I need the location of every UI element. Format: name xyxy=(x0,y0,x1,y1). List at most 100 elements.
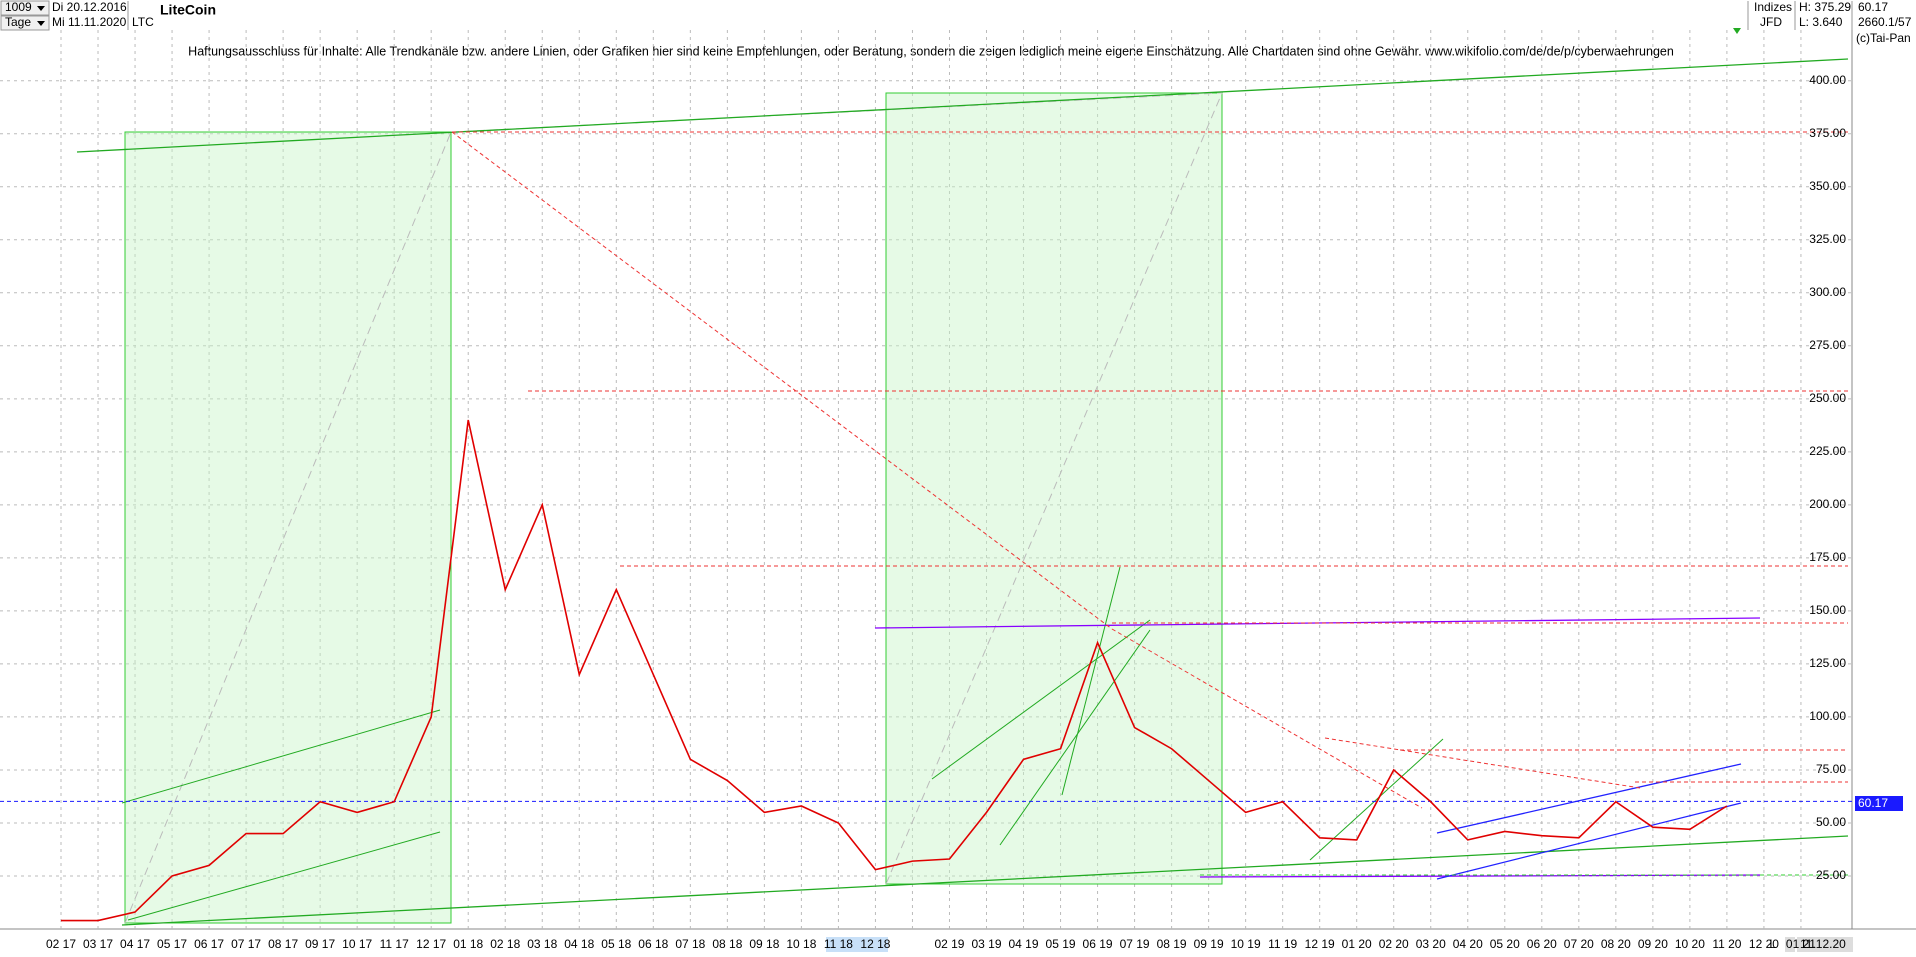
y-tick-label: 300.00 xyxy=(1809,285,1846,299)
x-tick-label: 05 18 xyxy=(601,937,631,951)
y-tick-label: 375.00 xyxy=(1809,126,1846,140)
x-tick-label: 01 21 xyxy=(1786,937,1816,951)
y-tick-label: 400.00 xyxy=(1809,73,1846,87)
x-tick-label: 05 17 xyxy=(157,937,187,951)
trend-line xyxy=(1199,874,1761,878)
x-tick-label: 07 18 xyxy=(675,937,705,951)
broker: JFD xyxy=(1760,15,1782,29)
cursor-date: 11.12.20 xyxy=(1800,937,1846,951)
diagonal xyxy=(450,92,1223,133)
x-tick-label: 09 20 xyxy=(1638,937,1668,951)
trend-line xyxy=(999,629,1151,846)
x-tick-label: 09 18 xyxy=(749,937,779,951)
x-tick-label: 07 19 xyxy=(1120,937,1150,951)
x-tick-label: 05 20 xyxy=(1490,937,1520,951)
x-tick-label: 03 19 xyxy=(971,937,1001,951)
plot xyxy=(0,419,1852,922)
x-tick-label: 08 18 xyxy=(712,937,742,951)
copyright: (c)Tai-Pan xyxy=(1856,31,1911,45)
y-tick-label: 225.00 xyxy=(1809,444,1846,458)
scale-mode: L xyxy=(1769,937,1776,951)
trend-line xyxy=(1436,763,1742,834)
trend-line xyxy=(1061,566,1121,796)
x-tick-label: 10 18 xyxy=(786,937,816,951)
x-tick-label: 11 19 xyxy=(1268,937,1297,951)
period: Tage xyxy=(5,15,31,29)
cursor-box xyxy=(1797,937,1853,952)
dropdown-arrows xyxy=(37,6,45,26)
trend-line xyxy=(76,58,1849,153)
trend-line xyxy=(121,709,441,804)
x-tick-label: 02 17 xyxy=(46,937,76,951)
trend-line xyxy=(1111,628,1423,809)
trend-line xyxy=(451,131,1113,630)
x-tick-label: 04 20 xyxy=(1453,937,1483,951)
x-tick-label: 07 20 xyxy=(1564,937,1594,951)
subtitle: Haftungsausschluss für Inhalte: Alle Tre… xyxy=(188,44,1674,58)
x-tick-label: 06 18 xyxy=(638,937,668,951)
y-tick-label: 75.00 xyxy=(1816,762,1846,776)
symbol: LTC xyxy=(132,15,154,29)
x-tick-label: 06 20 xyxy=(1527,937,1557,951)
x-tick-label: 11 20 xyxy=(1712,937,1741,951)
x-tick-label: 01 20 xyxy=(1342,937,1372,951)
x-tick-label: 08 19 xyxy=(1157,937,1187,951)
y-tick-label: 175.00 xyxy=(1809,550,1846,564)
x-tick-label: 10 19 xyxy=(1231,937,1261,951)
x-tick-label: 03 20 xyxy=(1416,937,1446,951)
bars-box[interactable] xyxy=(0,0,50,16)
start-date: Di 20.12.2016 xyxy=(52,0,127,14)
box xyxy=(124,131,452,924)
x-tick-label: 05 19 xyxy=(1046,937,1076,951)
x-tick-label: 12 20 xyxy=(1749,937,1779,951)
y-tick-label: 150.00 xyxy=(1809,603,1846,617)
last-price-header: 60.17 xyxy=(1858,0,1888,14)
trend-line xyxy=(121,835,1849,926)
x-tick-label: 09 17 xyxy=(305,937,335,951)
x-tick-label: 12 17 xyxy=(416,937,446,951)
x-tick-label: 11 17 xyxy=(380,937,409,951)
x-tick-label: 10 17 xyxy=(342,937,372,951)
price-line xyxy=(61,419,1728,922)
low: L: 3.640 xyxy=(1799,15,1843,29)
market: Indizes xyxy=(1754,0,1792,14)
x-tick-label: 03 18 xyxy=(527,937,557,951)
x-tick-label: 02 19 xyxy=(934,937,964,951)
end-date: Mi 11.11.2020 xyxy=(52,15,127,29)
x-tick-label: 04 19 xyxy=(1009,937,1039,951)
trend-line xyxy=(1309,738,1444,861)
y-tick-label: 125.00 xyxy=(1809,656,1846,670)
y-tick-label: 275.00 xyxy=(1809,338,1846,352)
trend-line xyxy=(1436,802,1742,880)
highlight xyxy=(826,937,888,952)
drawings xyxy=(76,58,1849,926)
x-tick-label: 08 20 xyxy=(1601,937,1631,951)
trend-line xyxy=(127,831,441,921)
x-tick-label: 06 19 xyxy=(1083,937,1113,951)
x-tick-label: 06 17 xyxy=(194,937,224,951)
price-tag xyxy=(1855,796,1903,811)
cursor-box xyxy=(1785,937,1795,952)
x-tick-label: 08 17 xyxy=(268,937,298,951)
y-tick-label: 200.00 xyxy=(1809,497,1846,511)
counter: 2660.1/57 xyxy=(1858,15,1912,29)
x-tick-label: 04 17 xyxy=(120,937,150,951)
last-price-tag: 60.17 xyxy=(1858,796,1888,810)
y-tick-label: 250.00 xyxy=(1809,391,1846,405)
high: H: 375.29 xyxy=(1799,0,1851,14)
x-tick-label: 04 18 xyxy=(564,937,594,951)
chart-title: LiteCoin xyxy=(160,2,216,18)
marker xyxy=(1733,28,1741,34)
x-tick-label: 07 17 xyxy=(231,937,261,951)
trend-line xyxy=(931,619,1151,780)
y-tick-label: 100.00 xyxy=(1809,709,1846,723)
grid xyxy=(0,30,1852,929)
diagonal xyxy=(885,92,1223,885)
x-tick-label: 10 20 xyxy=(1675,937,1705,951)
period-box[interactable] xyxy=(0,15,50,31)
x-tick-label: 12 18 xyxy=(860,937,890,951)
x-tick-label: 02 20 xyxy=(1379,937,1409,951)
